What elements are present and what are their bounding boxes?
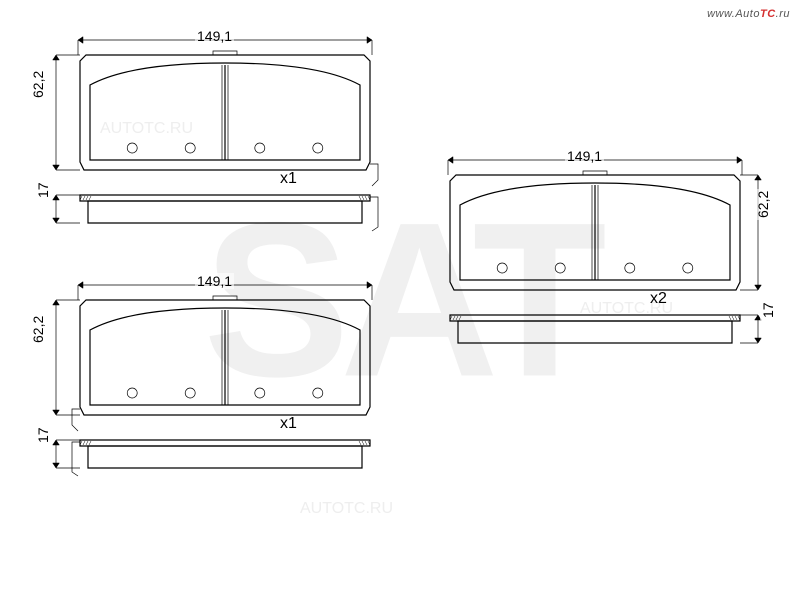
logo-auto: Auto xyxy=(735,8,760,20)
quantity-label: x2 xyxy=(650,290,667,308)
dimension-label: 149,1 xyxy=(195,28,234,44)
dimension-label: 17 xyxy=(35,425,51,445)
logo-www: www. xyxy=(707,8,735,20)
dimension-label: 149,1 xyxy=(195,273,234,289)
quantity-label: x1 xyxy=(280,170,297,188)
quantity-label: x1 xyxy=(280,415,297,433)
logo-tc: TC xyxy=(760,8,776,20)
technical-drawing xyxy=(0,0,800,600)
dimension-label: 62,2 xyxy=(755,189,771,220)
dimension-label: 17 xyxy=(760,300,776,320)
site-logo: www.AutoTC.ru xyxy=(707,8,790,20)
dimension-label: 17 xyxy=(35,180,51,200)
dimension-label: 62,2 xyxy=(30,69,46,100)
logo-suffix: .ru xyxy=(776,8,790,20)
dimension-label: 149,1 xyxy=(565,148,604,164)
dimension-label: 62,2 xyxy=(30,314,46,345)
